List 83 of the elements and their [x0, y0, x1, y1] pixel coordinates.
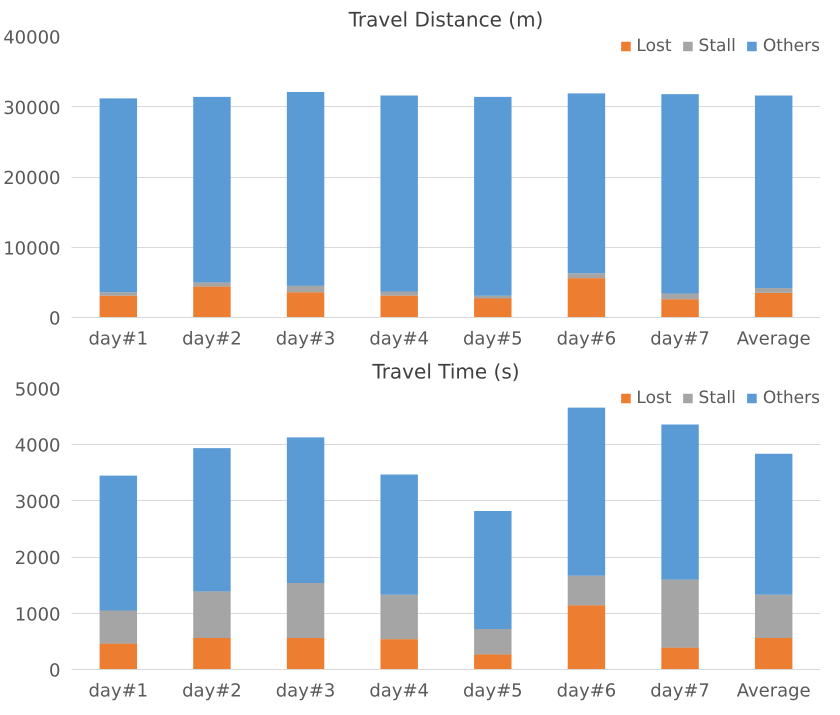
x-tick-label: day#2 — [182, 680, 242, 702]
bar — [661, 299, 699, 318]
bar — [754, 96, 792, 288]
chart-title: Travel Distance (m) — [348, 8, 544, 32]
x-tick-label: day#7 — [650, 328, 710, 350]
bar — [100, 98, 138, 292]
bar — [568, 93, 606, 274]
y-tick-label: 3000 — [14, 492, 61, 513]
bar — [193, 286, 231, 318]
bar — [661, 648, 699, 670]
x-tick-label: day#6 — [556, 328, 616, 350]
y-tick-label: 4000 — [14, 436, 61, 457]
bar — [193, 448, 231, 592]
bar — [568, 576, 606, 606]
y-tick-label: 5000 — [14, 380, 61, 400]
y-tick-label: 40000 — [3, 28, 61, 48]
bar — [661, 94, 699, 294]
bar — [661, 294, 699, 300]
bar — [193, 282, 231, 287]
y-tick-label: 0 — [49, 308, 60, 330]
bar — [100, 476, 138, 610]
bar — [754, 292, 792, 318]
x-tick-label: day#3 — [276, 328, 336, 350]
bar — [193, 591, 231, 638]
x-tick-label: day#4 — [369, 680, 430, 702]
bar — [286, 437, 324, 583]
bar — [380, 639, 418, 670]
bar — [474, 629, 512, 654]
bar — [568, 408, 606, 576]
bar — [754, 638, 792, 670]
bar — [568, 605, 606, 670]
legend-label: Lost — [636, 388, 672, 408]
x-tick-label: day#5 — [462, 680, 523, 702]
bar — [754, 594, 792, 638]
x-tick-label: day#5 — [462, 328, 523, 350]
bar — [380, 96, 418, 292]
bar — [661, 580, 699, 648]
bar — [754, 288, 792, 293]
x-tick-label: day#2 — [182, 328, 242, 350]
bar — [474, 296, 512, 299]
x-tick-label: day#6 — [556, 680, 616, 702]
bar — [100, 610, 138, 644]
chart-title: Travel Time (s) — [371, 360, 520, 384]
x-tick-label: day#1 — [88, 328, 148, 350]
legend-label: Others — [762, 36, 820, 56]
bar — [193, 638, 231, 670]
y-tick-label: 20000 — [3, 168, 61, 189]
bar — [661, 424, 699, 580]
bar — [286, 292, 324, 318]
y-tick-label: 0 — [49, 660, 60, 682]
y-tick-label: 1000 — [14, 604, 61, 626]
legend-label: Others — [762, 388, 820, 408]
bar — [286, 92, 324, 286]
bar — [474, 96, 512, 296]
bar — [380, 474, 418, 595]
bar — [754, 454, 792, 595]
bar — [193, 96, 231, 282]
x-tick-label: day#7 — [650, 680, 710, 702]
bar — [100, 292, 138, 296]
y-tick-label: 10000 — [3, 238, 61, 260]
bar — [474, 654, 512, 670]
legend-label: Stall — [698, 36, 736, 56]
x-tick-label: Average — [736, 328, 811, 350]
x-tick-label: Average — [736, 680, 811, 702]
bar — [100, 644, 138, 670]
bar — [568, 278, 606, 318]
x-tick-label: day#3 — [276, 680, 336, 702]
bar — [100, 296, 138, 318]
bar — [474, 511, 512, 630]
legend-label: Stall — [698, 388, 736, 408]
bar — [286, 582, 324, 638]
legend-label: Lost — [636, 36, 672, 56]
x-tick-label: day#4 — [369, 328, 430, 350]
bar — [474, 298, 512, 318]
bar — [380, 296, 418, 318]
x-tick-label: day#1 — [88, 680, 148, 702]
bar — [286, 286, 324, 292]
bar — [286, 638, 324, 670]
bar — [568, 273, 606, 278]
y-tick-label: 30000 — [3, 98, 61, 119]
bar — [380, 292, 418, 296]
y-tick-label: 2000 — [14, 548, 61, 570]
bar — [380, 594, 418, 640]
